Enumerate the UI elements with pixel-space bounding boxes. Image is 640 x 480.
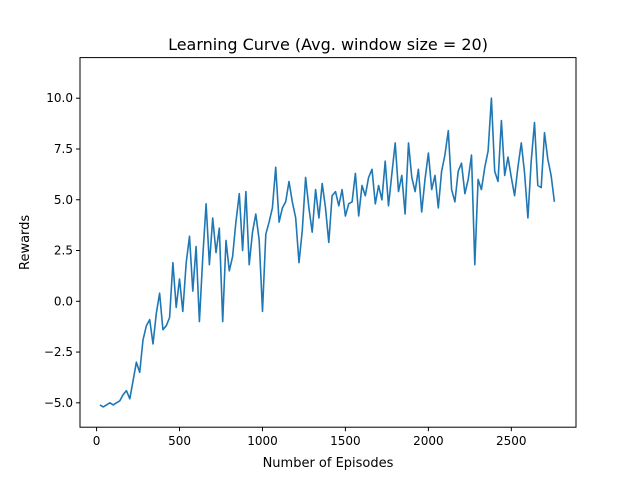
y-tick-label: 10.0 [46, 91, 73, 105]
x-tick-label: 1000 [247, 434, 278, 448]
plot-area-frame [79, 57, 577, 428]
x-tick-label: 2000 [413, 434, 444, 448]
y-tick-label: 5.0 [54, 193, 73, 207]
x-tick-label: 1500 [330, 434, 361, 448]
x-tick-label: 0 [93, 434, 101, 448]
chart-title: Learning Curve (Avg. window size = 20) [168, 35, 488, 54]
reward-series-line [99, 97, 556, 408]
axis-ticks: 0 500 1000 1500 2000 2500 −5.0 −2.5 0.0 2.5 5.0 7.5… [44, 91, 527, 448]
y-tick-label: −2.5 [44, 345, 73, 359]
series-layer [99, 97, 556, 408]
y-axis-label: Rewards [18, 215, 33, 270]
y-tick-label: 7.5 [54, 142, 73, 156]
x-tick-label: 2500 [496, 434, 527, 448]
y-tick-label: −5.0 [44, 396, 73, 410]
x-axis-label: Number of Episodes [263, 456, 394, 471]
y-tick-label: 2.5 [54, 244, 73, 258]
y-tick-label: 0.0 [54, 294, 73, 308]
x-tick-label: 500 [168, 434, 191, 448]
